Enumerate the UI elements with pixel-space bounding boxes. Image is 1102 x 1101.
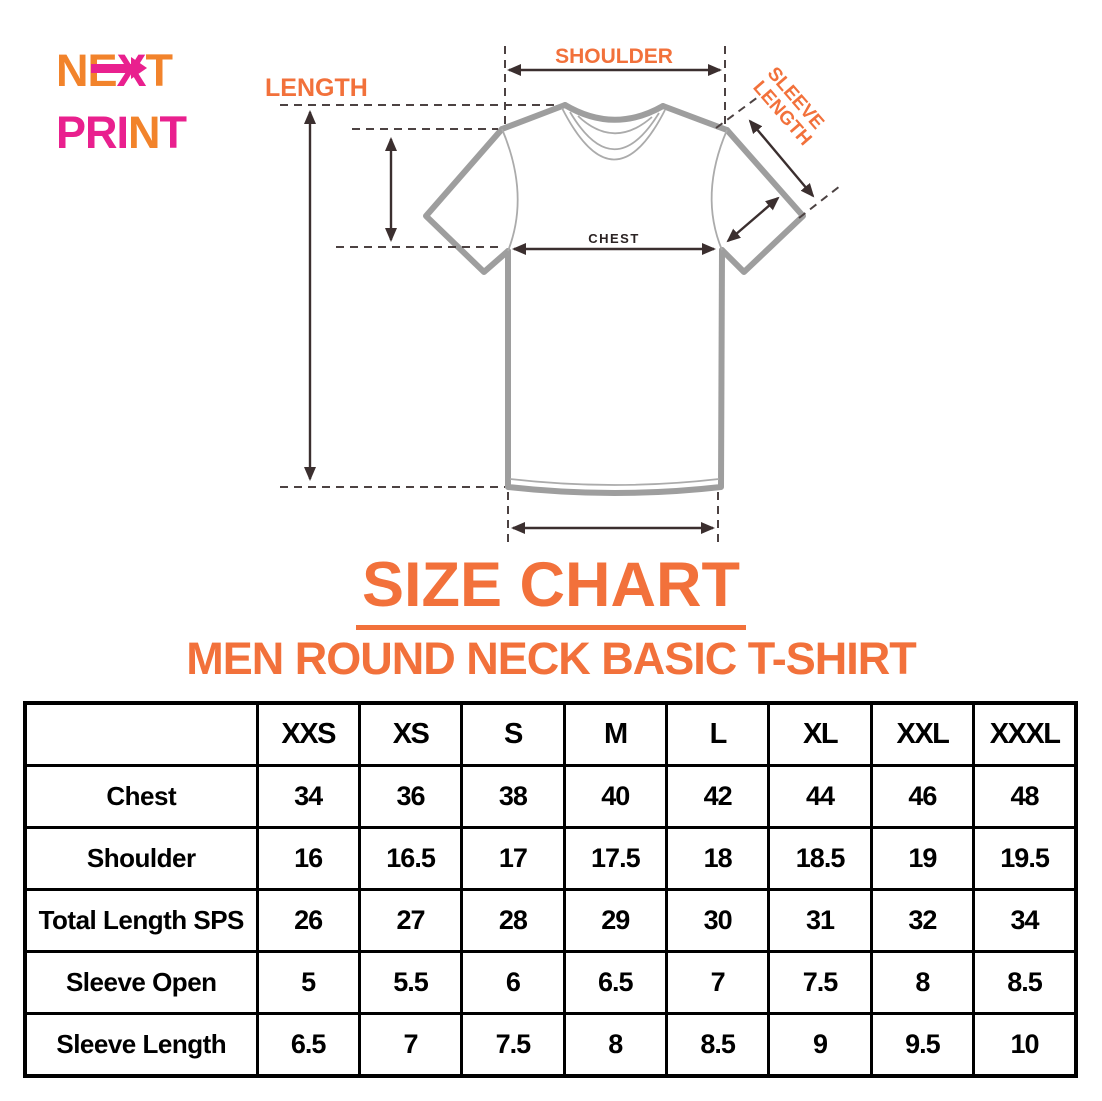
shoulder-label: SHOULDER [555, 45, 673, 68]
size-value-cell: 18.5 [767, 826, 873, 891]
size-value-cell: 16.5 [357, 826, 464, 891]
size-value-cell: 40 [562, 764, 669, 829]
size-value-cell: 6.5 [562, 950, 669, 1015]
row-label: Sleeve Open [23, 950, 259, 1015]
row-label: Total Length SPS [23, 888, 259, 953]
sleeve-length-arrow [748, 119, 815, 198]
size-value-cell: 17 [460, 826, 566, 891]
brand-logo: NEXT PRINT [56, 40, 187, 164]
size-value-cell: 18 [664, 826, 771, 891]
corner-cell [23, 701, 259, 767]
row-label: Chest [23, 764, 259, 829]
size-column-header: XXL [869, 701, 976, 767]
size-value-cell: 9 [767, 1012, 873, 1078]
size-value-cell: 17.5 [562, 826, 669, 891]
size-value-cell: 48 [972, 764, 1078, 829]
size-value-cell: 5 [255, 950, 361, 1015]
size-value-cell: 42 [664, 764, 771, 829]
page-title: SIZE CHART [356, 549, 746, 630]
size-value-cell: 36 [357, 764, 464, 829]
size-column-header: XXS [255, 701, 361, 767]
size-value-cell: 38 [460, 764, 566, 829]
chest-label: CHEST [588, 231, 640, 246]
sleeve-open-arrow [726, 196, 780, 243]
logo-text-n: N [128, 107, 160, 158]
size-value-cell: 26 [255, 888, 361, 953]
size-value-cell: 7.5 [460, 1012, 566, 1078]
size-table: XXS XS S M L XL XXL XXXL Chest 34 36 38 40 42 44 46 48 S… [23, 701, 1078, 1078]
size-table-body: Chest 34 36 38 40 42 44 46 48 Shoulder 16 16.5 17 17.… [23, 764, 1078, 1078]
length-label: LENGTH [265, 74, 368, 102]
measurement-arrows [304, 64, 815, 534]
size-value-cell: 8.5 [972, 950, 1078, 1015]
size-value-cell: 19.5 [972, 826, 1078, 891]
table-row: Sleeve Length 6.5 7 7.5 8 8.5 9 9.5 10 [23, 1012, 1078, 1078]
logo-line-print: PRINT [56, 102, 187, 164]
size-value-cell: 32 [869, 888, 976, 953]
size-value-cell: 7 [357, 1012, 464, 1078]
size-value-cell: 10 [972, 1012, 1078, 1078]
size-value-cell: 34 [972, 888, 1078, 953]
size-value-cell: 29 [562, 888, 669, 953]
size-value-cell: 6.5 [255, 1012, 361, 1078]
size-column-header: L [664, 701, 771, 767]
table-row: Chest 34 36 38 40 42 44 46 48 [23, 764, 1078, 829]
size-value-cell: 5.5 [357, 950, 464, 1015]
table-row: Sleeve Open 5 5.5 6 6.5 7 7.5 8 8.5 [23, 950, 1078, 1015]
logo-text-t2: T [159, 107, 187, 158]
page-subtitle: MEN ROUND NECK BASIC T-SHIRT [186, 633, 917, 684]
size-value-cell: 30 [664, 888, 771, 953]
size-column-header: M [562, 701, 669, 767]
size-value-cell: 8 [562, 1012, 669, 1078]
row-label: Shoulder [23, 826, 259, 891]
size-value-cell: 27 [357, 888, 464, 953]
guide-lines [280, 46, 841, 546]
size-value-cell: 7.5 [767, 950, 873, 1015]
size-value-cell: 16 [255, 826, 361, 891]
tshirt-outline [423, 102, 806, 496]
sleeve-length-label: SLEEVE LENGTH [748, 63, 832, 150]
size-value-cell: 8 [869, 950, 976, 1015]
size-value-cell: 7 [664, 950, 771, 1015]
size-value-cell: 46 [869, 764, 976, 829]
size-value-cell: 44 [767, 764, 873, 829]
size-value-cell: 31 [767, 888, 873, 953]
logo-arrow-icon [91, 64, 133, 73]
row-label: Sleeve Length [23, 1012, 259, 1078]
table-row: Total Length SPS 26 27 28 29 30 31 32 34 [23, 888, 1078, 953]
logo-text-t: T [145, 45, 173, 96]
size-column-header: XS [357, 701, 464, 767]
table-row: Shoulder 16 16.5 17 17.5 18 18.5 19 19.5 [23, 826, 1078, 891]
size-column-header: XL [767, 701, 873, 767]
tshirt-measurement-diagram: LENGTH SHOULDER SLEEVE LENGTH CHEST [265, 45, 841, 546]
size-table-header-row: XXS XS S M L XL XXL XXXL [23, 701, 1078, 767]
size-value-cell: 28 [460, 888, 566, 953]
size-value-cell: 6 [460, 950, 566, 1015]
size-column-header: S [460, 701, 566, 767]
size-value-cell: 9.5 [869, 1012, 976, 1078]
size-column-header: XXXL [972, 701, 1078, 767]
logo-line-next: NEXT [56, 40, 186, 102]
logo-arrowhead-icon [131, 57, 147, 79]
size-value-cell: 8.5 [664, 1012, 771, 1078]
logo-text-pri: PRI [56, 107, 129, 158]
size-value-cell: 34 [255, 764, 361, 829]
size-value-cell: 19 [869, 826, 976, 891]
